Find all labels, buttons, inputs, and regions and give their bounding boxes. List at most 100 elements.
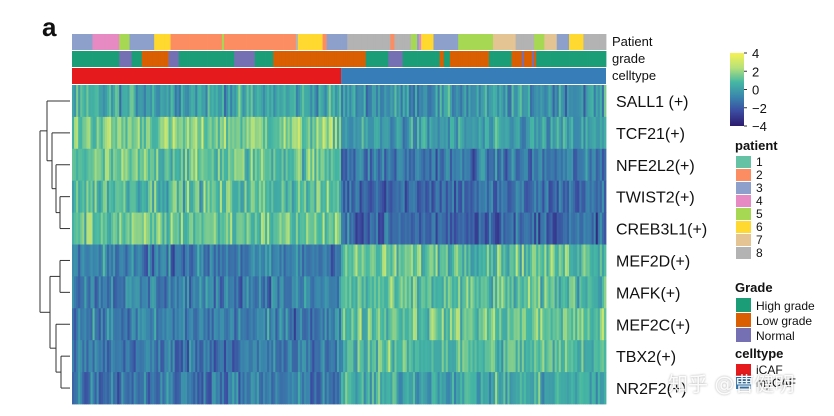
heatmap-cell [601, 308, 605, 341]
grade-annotation-cell [493, 51, 496, 67]
heatmap-cell [299, 180, 303, 213]
heatmap-cell [111, 340, 114, 373]
heatmap-cell [392, 244, 395, 277]
patient-annotation-cell [328, 34, 332, 50]
heatmap-cell [530, 308, 533, 341]
heatmap-cell [228, 85, 231, 118]
heatmap-cell [495, 85, 498, 118]
heatmap-cell [172, 212, 176, 245]
heatmap-cell [349, 276, 352, 309]
heatmap-cell [566, 212, 570, 245]
grade-annotation-cell [423, 51, 426, 67]
heatmap-cell [223, 244, 227, 277]
heatmap-cell [583, 85, 586, 118]
heatmap-cell [458, 244, 461, 277]
patient-annotation-cell [556, 34, 560, 50]
heatmap-cell [277, 244, 280, 277]
heatmap-cell [560, 276, 564, 309]
heatmap-cell [334, 180, 338, 213]
heatmap-cell [558, 180, 562, 213]
grade-annotation-cell [505, 51, 508, 67]
heatmap-cell [478, 85, 482, 118]
heatmap-cell [172, 372, 176, 405]
patient-annotation-cell [98, 34, 102, 50]
heatmap-cell [488, 85, 492, 118]
heatmap-cell [115, 372, 118, 405]
heatmap-cell [304, 180, 307, 213]
heatmap-cell [90, 148, 93, 182]
heatmap-cell [223, 148, 227, 182]
heatmap-cell [139, 116, 143, 150]
heatmap-cell [189, 340, 192, 373]
heatmap-cell [400, 116, 404, 150]
heatmap-cell [184, 212, 188, 245]
heatmap-cell [297, 372, 301, 405]
heatmap-cell [439, 372, 443, 405]
heatmap-cell [217, 340, 221, 373]
heatmap-cell [166, 308, 169, 341]
heatmap-cell [357, 308, 360, 341]
heatmap-cell [308, 180, 311, 213]
heatmap-cell [135, 212, 139, 245]
grade-annotation-cell [363, 51, 367, 67]
heatmap-cell [353, 372, 356, 405]
grade-annotation-cell [164, 51, 167, 67]
heatmap-cell [316, 116, 319, 150]
heatmap-cell [275, 148, 278, 182]
heatmap-cell [386, 340, 389, 373]
patient-annotation-cell [271, 34, 274, 50]
heatmap-cell [517, 372, 521, 405]
heatmap-cell [256, 372, 260, 405]
patient-annotation-cell [480, 34, 484, 50]
heatmap-cell [76, 116, 79, 150]
heatmap-cell [423, 276, 426, 309]
heatmap-cell [454, 212, 457, 245]
heatmap-cell [349, 372, 352, 405]
grade-annotation-cell [324, 51, 328, 67]
patient-annotation-cell [265, 34, 268, 50]
heatmap-cell [493, 276, 496, 309]
heatmap-cell [447, 372, 451, 405]
grade-annotation-cell [384, 51, 387, 67]
heatmap-cell [145, 244, 149, 277]
heatmap-cell [464, 85, 467, 118]
heatmap-cell [184, 85, 188, 118]
heatmap-cell [458, 212, 461, 245]
heatmap-cell [297, 244, 301, 277]
heatmap-cell [289, 85, 293, 118]
heatmap-cell [322, 244, 326, 277]
heatmap-cell [104, 308, 108, 341]
grade-annotation-cell [548, 51, 551, 67]
heatmap-cell [232, 372, 235, 405]
heatmap-cell [538, 212, 541, 245]
heatmap-cell [219, 85, 223, 118]
heatmap-cell [263, 116, 266, 150]
heatmap-cell [133, 276, 137, 309]
heatmap-cell [256, 85, 260, 118]
grade-annotation-cell [503, 51, 506, 67]
heatmap-cell [318, 116, 321, 150]
patient-annotation-cell [293, 34, 297, 50]
heatmap-cell [310, 180, 313, 213]
patient-annotation-cell [460, 34, 463, 50]
heatmap-cell [289, 180, 293, 213]
heatmap-cell [591, 276, 595, 309]
heatmap-cell [503, 148, 506, 182]
heatmap-cell [369, 148, 373, 182]
heatmap-cell [482, 212, 486, 245]
heatmap-cell [133, 212, 137, 245]
heatmap-cell [328, 372, 332, 405]
heatmap-cell [431, 308, 434, 341]
heatmap-cell [287, 116, 291, 150]
heatmap-cell [367, 212, 371, 245]
heatmap-cell [587, 212, 590, 245]
heatmap-cell [343, 372, 346, 405]
heatmap-cell [197, 116, 200, 150]
heatmap-cell [404, 340, 408, 373]
heatmap-cell [176, 244, 180, 277]
heatmap-cell [603, 244, 607, 277]
heatmap-cell [226, 116, 229, 150]
heatmap-cell [562, 212, 566, 245]
patient-annotation-cell [213, 34, 217, 50]
patient-annotation-cell [267, 34, 270, 50]
